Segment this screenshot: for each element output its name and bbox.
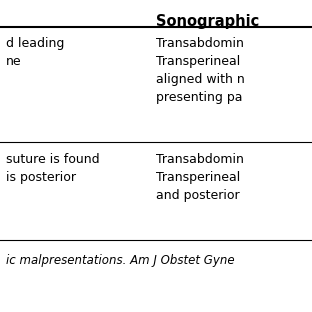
Text: Sonographic: Sonographic [156, 14, 259, 29]
Text: Transabdomin
Transperineal
and posterior: Transabdomin Transperineal and posterior [156, 153, 244, 202]
Text: ic malpresentations. Am J Obstet Gyne: ic malpresentations. Am J Obstet Gyne [6, 254, 235, 267]
Text: d leading
ne: d leading ne [6, 37, 65, 68]
Text: Transabdomin
Transperineal
aligned with n
presenting pa: Transabdomin Transperineal aligned with … [156, 37, 245, 105]
Text: suture is found
is posterior: suture is found is posterior [6, 153, 100, 184]
